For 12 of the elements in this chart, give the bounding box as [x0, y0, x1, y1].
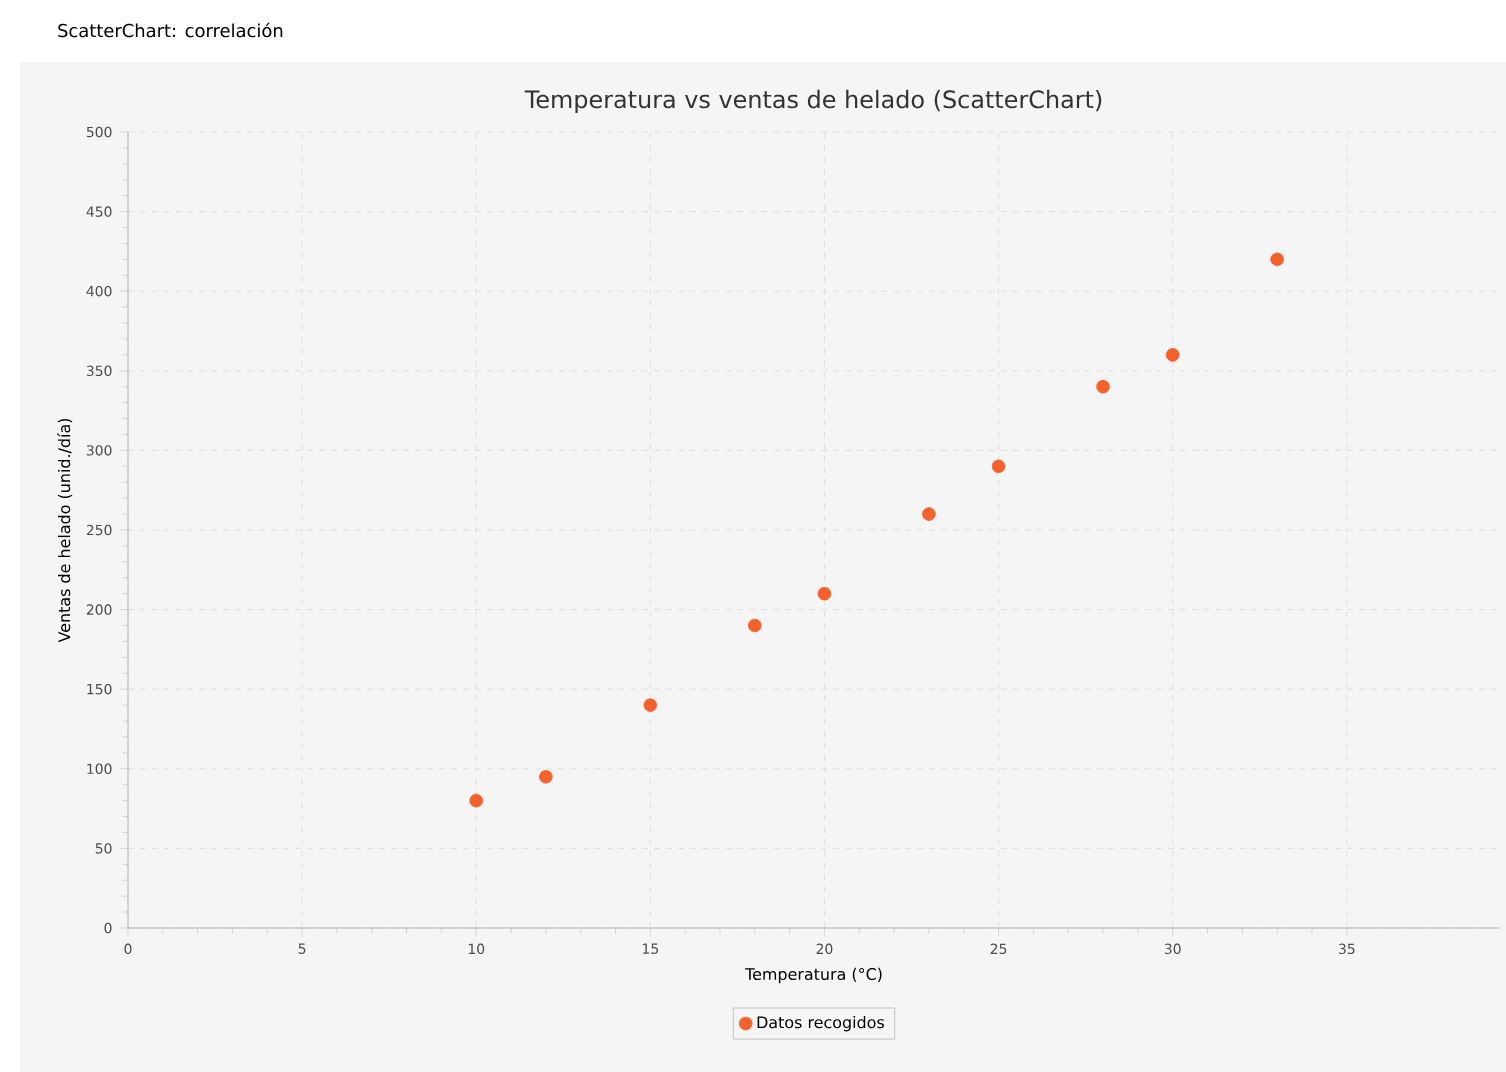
- point: [922, 507, 936, 521]
- point: [991, 459, 1006, 474]
- point: [817, 586, 832, 601]
- point: [1270, 252, 1284, 267]
- point: [469, 793, 484, 808]
- point: [1165, 348, 1180, 362]
- point: [748, 618, 762, 633]
- chart-title: Temperatura vs ventas de helado (ScatterChart): [524, 89, 1102, 113]
- point: [539, 769, 553, 784]
- text: ScatterChart: correlación: [58, 22, 283, 38]
- point: [643, 698, 658, 712]
- point: [1096, 379, 1110, 394]
